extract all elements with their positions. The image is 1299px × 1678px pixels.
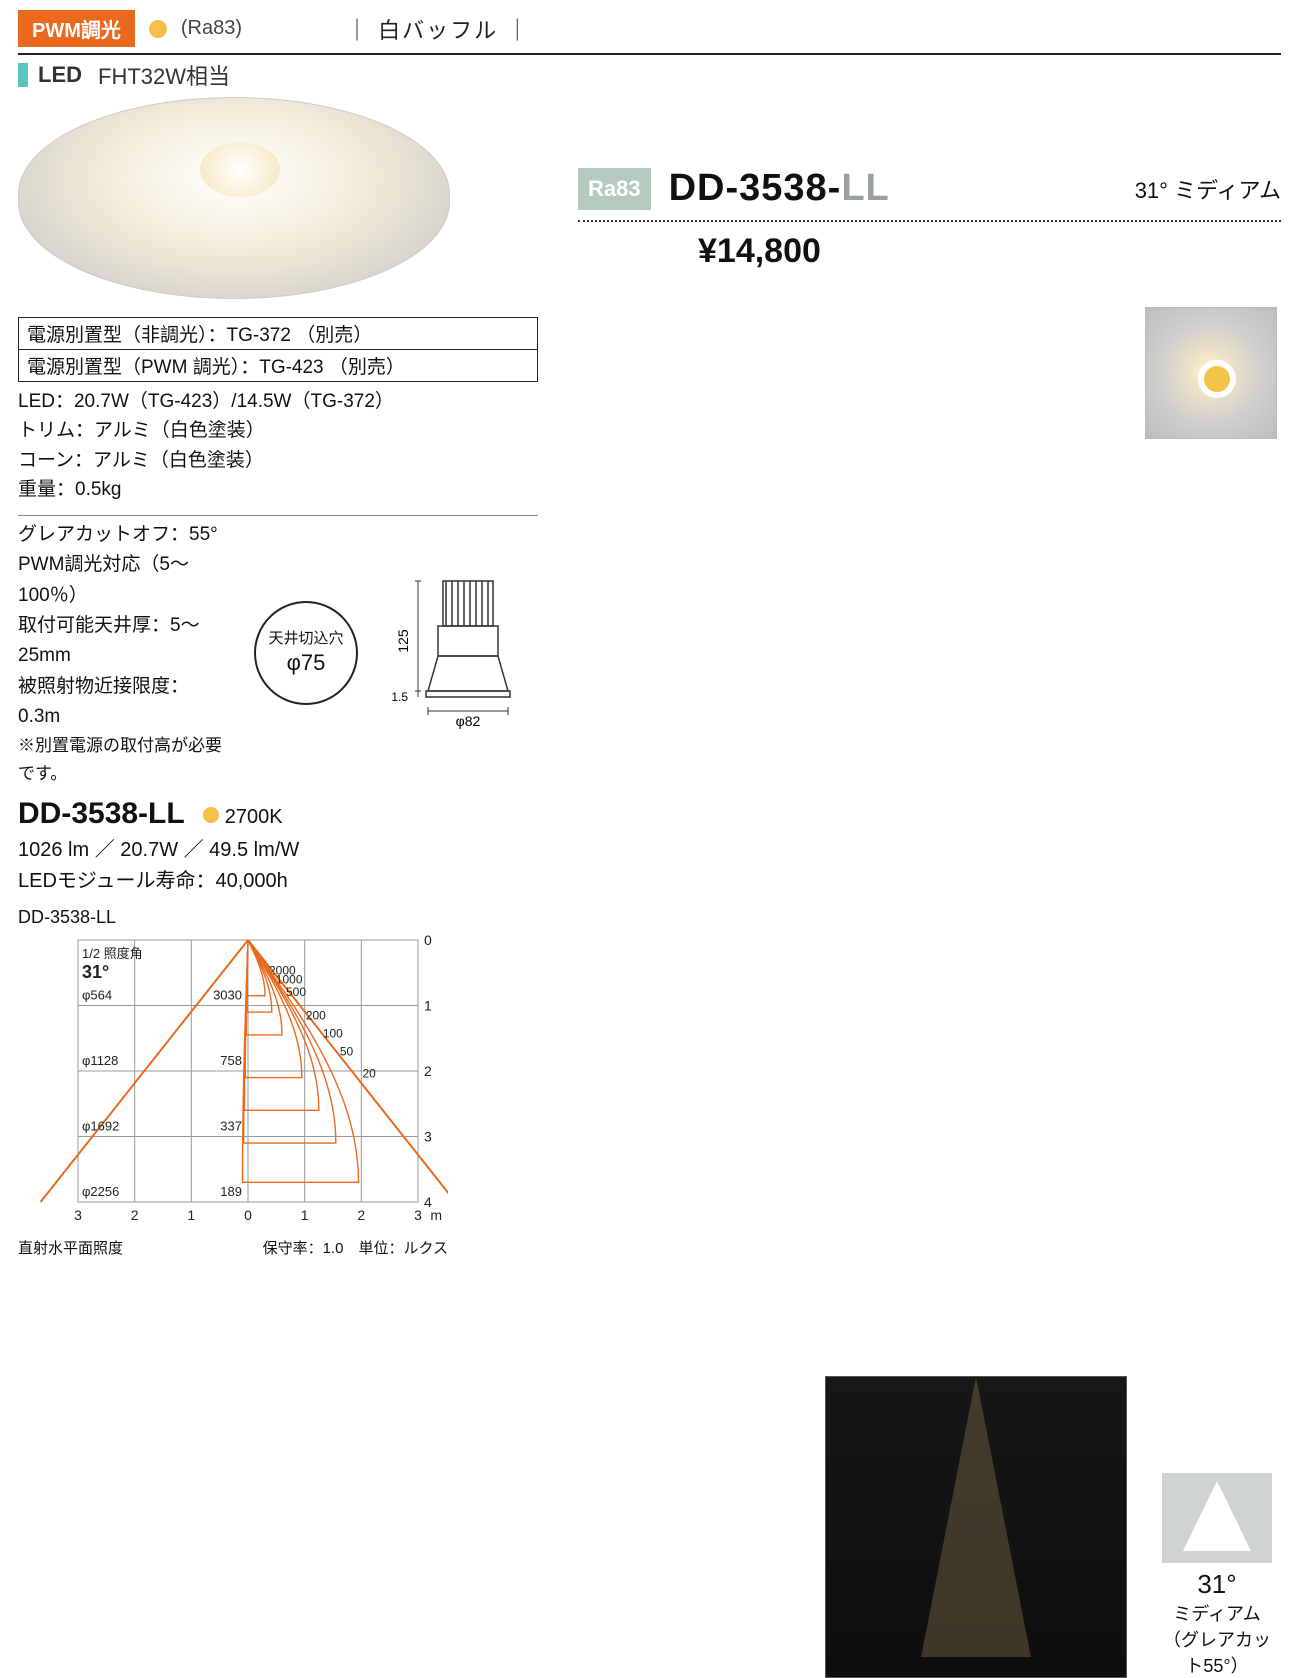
svg-text:2: 2 (357, 1207, 365, 1223)
cutout-circle: 天井切込穴 φ75 (254, 601, 358, 705)
cutout-phi: φ75 (287, 649, 326, 677)
svg-text:20: 20 (363, 1066, 377, 1080)
glare-l2: PWM調光対応（5～100％） (18, 550, 224, 611)
distribution-chart: DD-3538-LL 3210123m012342000100050020010… (18, 907, 538, 1258)
svg-text:3: 3 (424, 1128, 432, 1144)
svg-text:337: 337 (220, 1118, 242, 1133)
svg-text:φ1692: φ1692 (82, 1118, 119, 1133)
ra-text: (Ra83) (181, 17, 242, 40)
ra-dot-icon (149, 20, 167, 38)
dim-h: 125 (395, 629, 411, 653)
power-box-1: 電源別置型（非調光）：TG-372 （別売） (18, 317, 538, 350)
svg-text:4: 4 (424, 1194, 432, 1210)
svg-text:2: 2 (424, 1063, 432, 1079)
product-front-thumb (1145, 307, 1277, 439)
svg-text:0: 0 (244, 1207, 252, 1223)
glare-block: グレアカットオフ：55° PWM調光対応（5～100％） 取付可能天井厚：5～2… (18, 520, 224, 787)
pwm-badge: PWM調光 (18, 10, 135, 47)
ra-box: Ra83 (578, 168, 651, 210)
distribution-svg: 3210123m01234200010005002001005020φ564φ1… (18, 930, 448, 1230)
svg-text:1/2 照度角: 1/2 照度角 (82, 946, 143, 961)
svg-text:0: 0 (424, 932, 432, 948)
divider (18, 53, 1281, 55)
perf-model: DD-3538-LL (18, 797, 185, 831)
title-row: Ra83 DD-3538-LL 31° ミディアム (578, 167, 1281, 210)
svg-text:500: 500 (286, 985, 306, 999)
power-box-2: 電源別置型（PWM 調光）：TG-423 （別売） (18, 349, 538, 382)
svg-text:200: 200 (306, 1009, 326, 1023)
svg-text:1: 1 (187, 1207, 195, 1223)
perf-lumens: 1026 lm ／ 20.7W ／ 49.5 lm/W (18, 833, 538, 862)
perf-life: LEDモジュール寿命：40,000h (18, 864, 538, 893)
divider (18, 515, 538, 516)
svg-text:3: 3 (414, 1207, 422, 1223)
svg-text:φ564: φ564 (82, 987, 112, 1002)
svg-text:3: 3 (74, 1207, 82, 1223)
spec-cone: コーン：アルミ（白色塗装） (18, 446, 538, 475)
kelvin-dot-icon (203, 807, 219, 823)
led-label: LED (38, 62, 82, 88)
svg-text:φ2256: φ2256 (82, 1184, 119, 1199)
led-bar-icon (18, 63, 28, 87)
model-number: DD-3538-LL (669, 167, 890, 210)
beam-name: ミディアム (1157, 1600, 1277, 1626)
svg-text:3030: 3030 (213, 987, 242, 1002)
beam-spec: 31° ミディアム (1135, 173, 1281, 205)
beam-deg: 31° (1157, 1569, 1277, 1600)
svg-text:758: 758 (220, 1053, 242, 1068)
price: ¥14,800 (698, 232, 1281, 271)
svg-text:50: 50 (340, 1045, 354, 1059)
glare-l1: グレアカットオフ：55° (18, 520, 224, 550)
cutout-label: 天井切込穴 (268, 630, 343, 649)
svg-text:m: m (430, 1207, 442, 1223)
dist-footnote: 保守率：1.0 単位：ルクス (263, 1237, 448, 1258)
svg-text:φ1128: φ1128 (82, 1053, 118, 1068)
svg-text:1: 1 (301, 1207, 309, 1223)
glare-note: ※別置電源の取付高が必要です。 (18, 732, 224, 786)
dim-dia: φ82 (456, 713, 481, 729)
dist-xlabel: 直射水平面照度 (18, 1237, 123, 1258)
led-row: LED FHT32W相当 (18, 59, 1281, 91)
glare-l3: 取付可能天井厚：5～25mm (18, 611, 224, 672)
dotted-divider (578, 220, 1281, 222)
dimension-drawing: 125 1.5 φ82 (388, 571, 538, 736)
beam-note: （グレアカット55°） (1157, 1626, 1277, 1678)
beam-icon-block: 31° ミディアム （グレアカット55°） (1157, 1473, 1277, 1678)
spec-lines: LED：20.7W（TG-423）/14.5W（TG-372） トリム：アルミ（… (18, 387, 538, 505)
kelvin: 2700K (225, 806, 283, 828)
svg-text:100: 100 (323, 1027, 343, 1041)
svg-text:1: 1 (424, 997, 432, 1013)
beam-triangle-icon (1162, 1473, 1272, 1563)
perf-header: DD-3538-LL 2700K (18, 797, 538, 831)
svg-text:31°: 31° (82, 962, 109, 982)
dim-base: 1.5 (391, 690, 408, 704)
fht-label: FHT32W相当 (98, 59, 230, 91)
room-render (825, 1376, 1127, 1678)
spec-trim: トリム：アルミ（白色塗装） (18, 416, 538, 445)
svg-text:2: 2 (131, 1207, 139, 1223)
spec-led: LED：20.7W（TG-423）/14.5W（TG-372） (18, 387, 538, 416)
header-badges: PWM調光 (Ra83) ｜ 白バッフル ｜ (18, 10, 1281, 47)
baffle-label: ｜ 白バッフル ｜ (346, 13, 530, 45)
spec-weight: 重量：0.5kg (18, 475, 538, 504)
product-image (18, 97, 450, 299)
dist-title: DD-3538-LL (18, 907, 538, 928)
svg-text:189: 189 (220, 1184, 242, 1199)
glare-l4: 被照射物近接限度：0.3m (18, 672, 224, 733)
